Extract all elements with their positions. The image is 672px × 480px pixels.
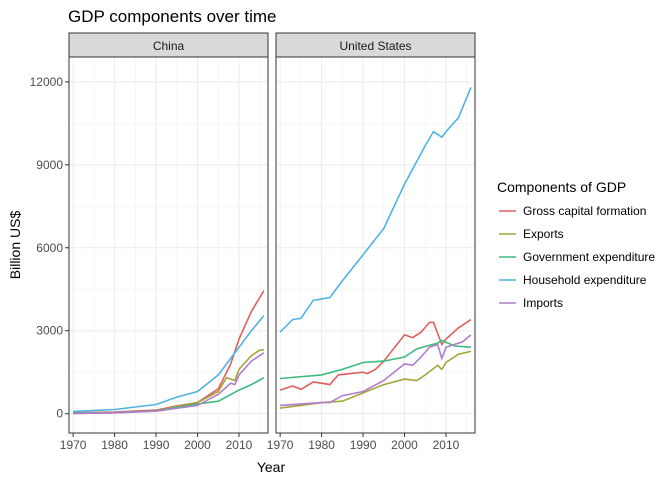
x-tick-label: 1990 [350,438,377,452]
series-line-imports [73,352,265,415]
legend-label: Household expenditure [523,273,647,287]
legend-label: Exports [523,227,564,241]
x-tick-label: 2000 [184,438,211,452]
legend: Components of GDP Gross capital formatio… [497,179,655,310]
y-tick-label: 6000 [36,241,63,255]
legend-label: Gross capital formation [523,204,646,218]
x-tick-label: 1990 [143,438,170,452]
panel-border [275,56,476,434]
y-tick-label: 0 [56,407,63,421]
x-tick-label: 2010 [433,438,460,452]
y-tick-label: 9000 [36,158,63,172]
facet-panel-united-states: United States 1970 1980 1990 2000 2010 [267,32,476,452]
legend-label: Imports [523,296,563,310]
series-line-household-expenditure [279,87,472,333]
x-tick-label: 1970 [60,438,87,452]
legend-item: Exports [499,227,564,241]
x-tick-label: 2010 [226,438,253,452]
y-axis-label: Billion US$ [7,211,23,280]
series-line-imports [280,334,472,407]
x-axis-label: Year [257,459,286,475]
series-line-government-expenditure [280,339,471,380]
x-tick-label: 1970 [267,438,294,452]
facet-strip [68,32,269,58]
legend-label: Government expenditure [523,250,655,264]
facet-strip-label: United States [339,39,411,53]
chart-title: GDP components over time [68,7,277,26]
y-tick-label: 3000 [36,324,63,338]
panel-border [68,56,269,434]
y-tick-label: 12000 [30,75,64,89]
x-tick-label: 1980 [308,438,335,452]
legend-item: Household expenditure [499,273,647,287]
facet-strip-label: China [153,39,185,53]
series-line-household-expenditure [73,314,265,413]
x-tick-label: 2000 [391,438,418,452]
legend-item: Gross capital formation [499,204,646,218]
facet-panel-china: China 1970 1980 1990 2000 2010 0 3000 6000 9000 12… [30,32,269,452]
legend-title: Components of GDP [497,179,626,195]
legend-item: Imports [499,296,563,310]
x-tick-label: 1980 [101,438,128,452]
panel-background [69,57,268,433]
legend-item: Government expenditure [499,250,655,264]
